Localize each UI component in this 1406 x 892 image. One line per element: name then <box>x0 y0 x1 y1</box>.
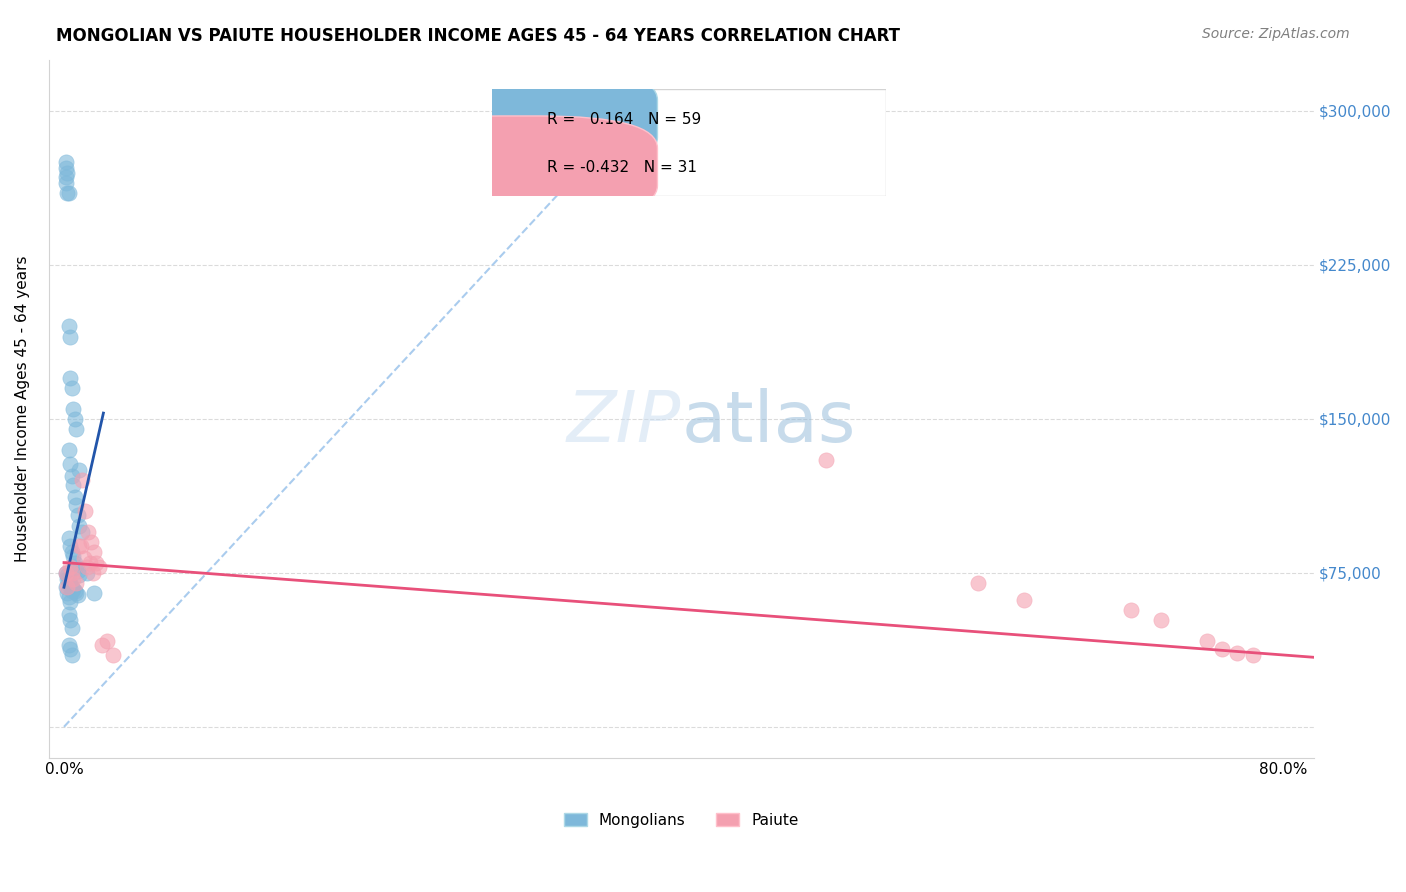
Point <box>60 566 83 580</box>
Point <box>62 401 84 416</box>
Point <box>62 477 84 491</box>
Point <box>1226 646 1249 660</box>
Point <box>80 535 103 549</box>
Point <box>65 586 87 600</box>
Point <box>87 559 110 574</box>
Point <box>101 648 124 662</box>
Point <box>58 591 80 605</box>
Point <box>56 586 79 600</box>
Point <box>55 161 77 176</box>
Point <box>58 638 80 652</box>
Point <box>58 572 80 586</box>
Y-axis label: Householder Income Ages 45 - 64 years: Householder Income Ages 45 - 64 years <box>15 255 30 562</box>
Point <box>62 582 84 597</box>
Point <box>91 638 114 652</box>
Point <box>59 594 82 608</box>
Point <box>67 463 90 477</box>
Point <box>60 580 83 594</box>
Point <box>56 186 79 200</box>
Point <box>72 474 94 488</box>
Point <box>63 556 86 570</box>
Point <box>58 442 80 457</box>
Text: R =   0.164   N = 59: R = 0.164 N = 59 <box>547 112 702 127</box>
Point <box>58 186 80 200</box>
Point <box>1195 633 1218 648</box>
Point <box>63 584 86 599</box>
Point <box>59 641 82 656</box>
Point <box>60 584 83 599</box>
Point <box>65 422 87 436</box>
Legend: Mongolians, Paiute: Mongolians, Paiute <box>558 806 804 834</box>
Text: atlas: atlas <box>681 388 856 457</box>
Point <box>63 490 86 504</box>
Text: R = -0.432   N = 31: R = -0.432 N = 31 <box>547 160 697 175</box>
Point <box>82 566 104 580</box>
Point <box>76 559 98 574</box>
Point <box>58 531 80 545</box>
Point <box>73 551 96 566</box>
Point <box>55 155 77 169</box>
Point <box>55 580 77 594</box>
Point <box>59 580 82 594</box>
Point <box>60 621 83 635</box>
Point <box>59 539 82 553</box>
Point <box>67 539 90 553</box>
Point <box>65 559 87 574</box>
Point <box>56 572 79 586</box>
Point <box>67 568 90 582</box>
Point <box>65 498 87 512</box>
Point <box>58 319 80 334</box>
Point <box>55 566 77 580</box>
Point <box>67 518 90 533</box>
FancyBboxPatch shape <box>382 68 658 169</box>
Text: ZIP: ZIP <box>567 388 681 457</box>
Point <box>1119 603 1142 617</box>
Point <box>60 469 83 483</box>
Point <box>967 576 990 591</box>
Point <box>59 559 82 574</box>
Point <box>56 580 79 594</box>
Point <box>83 545 105 559</box>
Point <box>59 457 82 471</box>
Point <box>63 412 86 426</box>
Point <box>72 524 94 539</box>
Point <box>1211 641 1233 656</box>
Point <box>62 572 84 586</box>
Point <box>60 545 83 559</box>
FancyBboxPatch shape <box>492 89 886 196</box>
Point <box>65 576 87 591</box>
Point <box>59 613 82 627</box>
Point <box>60 648 83 662</box>
Point <box>59 576 82 591</box>
Point <box>59 371 82 385</box>
Point <box>55 176 77 190</box>
Point <box>58 607 80 621</box>
Point <box>60 381 83 395</box>
Point <box>77 524 100 539</box>
FancyBboxPatch shape <box>382 116 658 218</box>
Point <box>1150 613 1173 627</box>
Point <box>76 566 98 580</box>
Point <box>83 586 105 600</box>
Point <box>66 564 89 578</box>
Point <box>55 566 77 580</box>
Point <box>79 556 101 570</box>
Text: MONGOLIAN VS PAIUTE HOUSEHOLDER INCOME AGES 45 - 64 YEARS CORRELATION CHART: MONGOLIAN VS PAIUTE HOUSEHOLDER INCOME A… <box>56 27 900 45</box>
Point <box>56 568 79 582</box>
Point <box>96 633 118 648</box>
Point <box>75 504 97 518</box>
Point <box>66 508 89 523</box>
Point <box>66 589 89 603</box>
Point <box>56 165 79 179</box>
Point <box>1012 592 1035 607</box>
Point <box>1241 648 1264 662</box>
Point <box>84 556 107 570</box>
Point <box>59 330 82 344</box>
Point <box>69 539 91 553</box>
Point <box>58 576 80 591</box>
Point <box>55 169 77 184</box>
Point <box>62 549 84 564</box>
Point <box>814 453 837 467</box>
Text: Source: ZipAtlas.com: Source: ZipAtlas.com <box>1202 27 1350 41</box>
